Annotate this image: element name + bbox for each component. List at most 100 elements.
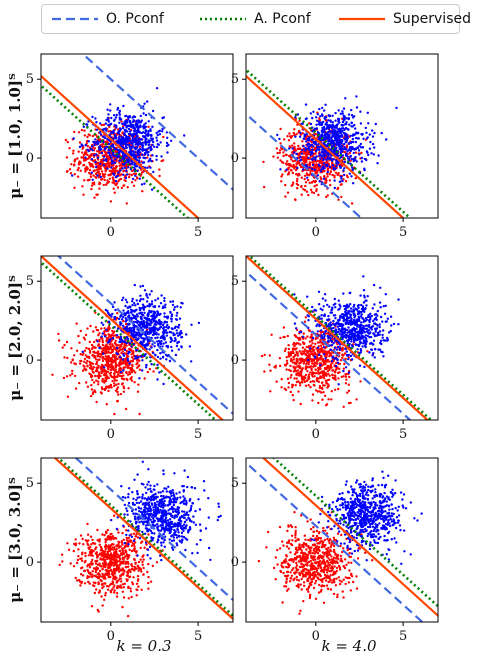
- point-negative: [328, 368, 331, 372]
- point-negative: [95, 193, 98, 196]
- point-negative: [304, 365, 308, 368]
- point-positive: [328, 135, 331, 138]
- point-positive: [374, 316, 378, 319]
- point-negative: [65, 340, 69, 344]
- legend-entry-a-pconf: A. Pconf: [200, 5, 311, 33]
- point-positive: [161, 130, 164, 133]
- point-negative: [346, 391, 349, 394]
- point-positive: [165, 321, 169, 324]
- point-negative: [116, 186, 120, 189]
- point-negative: [293, 128, 296, 131]
- point-positive: [104, 136, 107, 140]
- point-negative: [104, 355, 107, 358]
- point-positive: [335, 135, 338, 139]
- point-negative: [103, 173, 107, 176]
- point-positive: [338, 147, 341, 151]
- point-negative: [120, 375, 124, 378]
- point-negative: [284, 364, 287, 367]
- point-positive: [349, 154, 352, 158]
- point-negative: [105, 154, 108, 157]
- point-negative: [263, 370, 266, 373]
- point-negative: [275, 147, 279, 150]
- point-positive: [331, 114, 334, 118]
- point-positive: [338, 328, 341, 331]
- point-positive: [142, 339, 145, 342]
- point-positive: [373, 131, 376, 135]
- point-positive: [169, 310, 172, 314]
- point-negative: [92, 381, 96, 384]
- point-negative: [318, 151, 321, 154]
- point-positive: [132, 314, 136, 318]
- point-positive: [386, 339, 389, 342]
- point-negative: [345, 378, 348, 381]
- point-positive: [149, 304, 152, 307]
- point-positive: [363, 310, 366, 313]
- point-negative: [92, 174, 95, 177]
- point-negative: [101, 349, 105, 352]
- point-positive: [134, 325, 137, 328]
- subplot-r2-c2: 0 505: [231, 255, 439, 442]
- point-positive: [378, 330, 382, 333]
- point-positive: [109, 338, 112, 341]
- point-positive: [296, 166, 299, 170]
- point-negative: [307, 377, 310, 380]
- point-positive: [121, 142, 125, 145]
- point-positive: [159, 342, 163, 345]
- point-negative: [287, 139, 291, 142]
- point-positive: [109, 140, 112, 143]
- point-positive: [370, 152, 373, 155]
- point-positive: [355, 95, 358, 98]
- point-positive: [325, 151, 328, 154]
- point-negative: [316, 379, 319, 383]
- point-positive: [139, 121, 143, 124]
- point-positive: [102, 141, 105, 144]
- point-negative: [89, 175, 93, 178]
- point-positive: [137, 323, 141, 327]
- point-positive: [341, 325, 344, 328]
- point-negative: [341, 348, 345, 351]
- point-positive: [335, 126, 339, 129]
- point-positive: [332, 144, 336, 147]
- point-negative: [65, 156, 69, 159]
- point-positive: [323, 167, 326, 170]
- point-positive: [332, 326, 335, 330]
- point-negative: [90, 184, 94, 187]
- point-negative: [125, 354, 129, 358]
- point-negative: [304, 384, 308, 387]
- point-negative: [120, 377, 124, 380]
- point-negative: [105, 336, 109, 340]
- point-negative: [138, 145, 142, 148]
- point-negative: [109, 336, 113, 339]
- point-negative: [307, 350, 310, 353]
- point-negative: [89, 324, 92, 328]
- point-positive: [112, 161, 116, 165]
- point-negative: [324, 379, 328, 382]
- point-positive: [129, 329, 132, 332]
- point-positive: [171, 300, 175, 303]
- point-negative: [112, 345, 115, 348]
- point-positive: [124, 298, 128, 301]
- point-positive: [141, 135, 145, 138]
- point-negative: [309, 170, 312, 173]
- point-negative: [291, 160, 295, 163]
- point-positive: [351, 137, 355, 141]
- point-negative: [95, 176, 98, 179]
- point-positive: [131, 309, 135, 312]
- point-positive: [103, 335, 107, 338]
- point-positive: [140, 355, 143, 358]
- point-positive: [121, 358, 125, 361]
- point-positive: [170, 345, 173, 349]
- point-negative: [331, 337, 334, 340]
- point-negative: [290, 158, 293, 161]
- point-negative: [112, 167, 116, 170]
- point-negative: [350, 202, 354, 205]
- point-negative: [89, 165, 93, 168]
- point-positive: [143, 102, 146, 105]
- point-positive: [362, 275, 365, 278]
- point-positive: [147, 153, 150, 157]
- point-positive: [146, 100, 149, 103]
- point-negative: [98, 355, 102, 358]
- point-positive: [115, 126, 118, 129]
- point-positive: [332, 341, 335, 345]
- point-positive: [133, 302, 136, 305]
